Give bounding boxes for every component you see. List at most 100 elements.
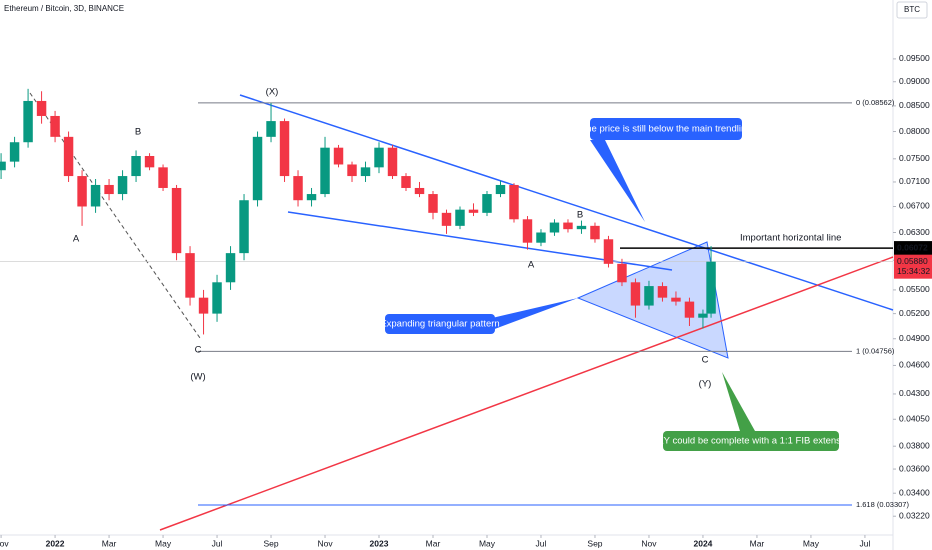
wave-label: (X) — [266, 87, 279, 98]
x-tick-label: Nov — [641, 538, 657, 548]
countdown: 15:34:32 — [897, 266, 930, 276]
symbol-title: Ethereum / Bitcoin, 3D, BINANCE — [4, 4, 124, 13]
candle-body — [563, 222, 573, 230]
y-tick-label: 0.03600 — [899, 463, 930, 473]
y-tick-label: 0.07500 — [899, 153, 930, 163]
candle-body — [590, 225, 600, 240]
y-tick-label: 0.05200 — [899, 308, 930, 318]
x-tick-label: Mar — [102, 538, 117, 548]
candle-body — [306, 194, 317, 201]
candle-body — [144, 155, 155, 168]
candle-body — [549, 222, 560, 233]
horizontal-line-tag — [894, 241, 932, 256]
currency[interactable]: BTC — [904, 5, 920, 14]
candle-body — [36, 100, 47, 116]
candle-body — [630, 282, 641, 306]
x-tick-label: May — [479, 538, 496, 548]
candle-body — [104, 184, 114, 195]
main-trendline — [239, 94, 894, 311]
candle-body — [360, 167, 371, 177]
candle-body — [536, 232, 546, 243]
candle-body — [225, 253, 236, 283]
candle-body — [131, 155, 141, 177]
callout-tail — [722, 372, 755, 431]
candle-body — [657, 286, 668, 298]
candle-body — [414, 187, 425, 195]
horizontal-line-value: 0.06072 — [897, 242, 928, 252]
candle-body — [374, 147, 384, 168]
y-tick-label: 0.04600 — [899, 360, 930, 370]
y-tick-label: 0.08000 — [899, 126, 930, 136]
candle-body — [522, 219, 533, 243]
x-tick-label: Sep — [587, 538, 602, 548]
candle-body — [468, 209, 479, 213]
x-tick-label: Mar — [750, 538, 765, 548]
candle-body — [617, 263, 627, 283]
fib-label: 1 (0.04756) — [856, 346, 895, 355]
annotation-box — [385, 314, 495, 334]
wave-label: (W) — [190, 372, 205, 383]
y-tick-label: 0.03800 — [899, 440, 930, 450]
candle-body — [684, 301, 695, 318]
candle-body — [428, 194, 438, 213]
annotation-text: WXY could be complete with a 1:1 FIB ext… — [648, 436, 853, 447]
x-tick-label: 2023 — [370, 538, 389, 548]
candle-body — [171, 187, 182, 254]
candle-body — [279, 121, 290, 177]
annotation-text: The price is still below the main trendl… — [580, 124, 751, 135]
y-tick-label: 0.08500 — [899, 100, 930, 110]
candle-body — [63, 136, 74, 177]
y-tick-label: 0.03400 — [899, 487, 930, 497]
y-tick-label: 0.09000 — [899, 76, 930, 86]
fib-label: 1.618 (0.03307) — [856, 500, 909, 509]
candle-body — [644, 286, 654, 306]
candle-body — [706, 261, 716, 314]
y-tick-label: 0.06700 — [899, 201, 930, 211]
x-tick-label: May — [803, 538, 820, 548]
wave-label: C — [195, 345, 202, 356]
wave-label: B — [577, 210, 583, 221]
support-trendline — [159, 256, 894, 531]
candle-body — [387, 147, 398, 177]
callout-tail — [492, 298, 578, 330]
candle-body — [117, 176, 128, 195]
x-tick-label: Nov — [317, 538, 333, 548]
y-tick-label: 0.03220 — [899, 510, 930, 520]
wave-label: C — [702, 355, 709, 366]
y-tick-label: 0.04900 — [899, 333, 930, 343]
candle-body — [239, 200, 249, 254]
candle-body — [482, 194, 492, 213]
callout-tail — [590, 140, 645, 222]
x-tick-label: 2024 — [693, 538, 712, 548]
candle-body — [576, 225, 587, 230]
wave-label: A — [73, 234, 80, 245]
y-tick-label: 0.04050 — [899, 414, 930, 424]
candle-body — [90, 184, 101, 207]
last-price-value: 0.05880 — [897, 256, 928, 266]
x-tick-label: Mar — [426, 538, 441, 548]
candle-body — [441, 212, 452, 226]
x-tick-label: Jul — [536, 538, 547, 548]
x-tick-label: 2022 — [46, 538, 65, 548]
candle-body — [77, 176, 87, 207]
wave-label: B — [135, 127, 141, 138]
candle-body — [509, 184, 519, 220]
candle-body — [671, 297, 681, 302]
candle-body — [23, 100, 33, 143]
candle-body — [455, 209, 465, 226]
y-tick-label: 0.07100 — [899, 176, 930, 186]
annotation-box — [590, 118, 742, 140]
annotation-box — [663, 431, 839, 451]
y-tick-label: 0.05500 — [899, 284, 930, 294]
x-tick-label: Jul — [212, 538, 223, 548]
y-tick-label: 0.09500 — [899, 53, 930, 63]
candle-body — [401, 176, 411, 188]
candle-body — [158, 167, 168, 188]
candle-body — [0, 161, 6, 171]
candle-body — [347, 164, 357, 177]
x-tick-label: Sep — [263, 538, 278, 548]
currency-box[interactable] — [896, 1, 928, 19]
candle-body — [9, 142, 20, 162]
